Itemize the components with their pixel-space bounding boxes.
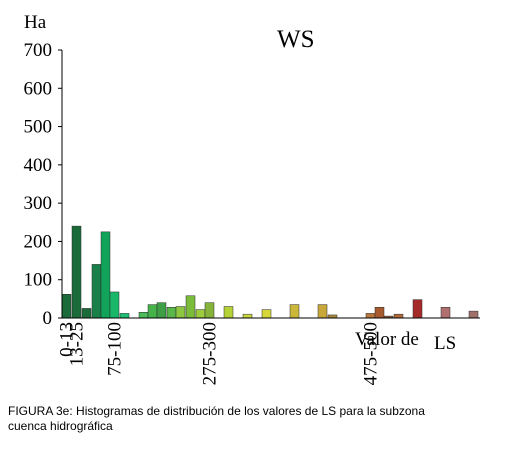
caption-line-1: FIGURA 3e: Histogramas de distribución d… xyxy=(8,404,425,418)
histogram-bar xyxy=(412,299,423,319)
y-axis-label: Ha xyxy=(24,12,47,33)
x-tick-label: 75-100 xyxy=(105,322,126,376)
histogram-bar xyxy=(204,302,215,319)
y-tick-label: 0 xyxy=(43,308,53,329)
histogram-bar xyxy=(119,313,130,319)
y-tick-label: 200 xyxy=(24,231,53,252)
histogram-bar xyxy=(440,307,451,319)
histogram-svg: 0 100 200 300 400 500 600 700 Ha WS Valor de LS… xyxy=(24,12,480,385)
x-tick-label: 475-500 xyxy=(361,322,382,385)
histogram-bar xyxy=(109,291,120,319)
histogram-bar xyxy=(365,313,376,319)
histogram-bar xyxy=(223,306,234,319)
x-axis-label-part1: Valor de xyxy=(355,329,419,350)
histogram-bar xyxy=(242,313,253,319)
y-tick-label: 400 xyxy=(24,155,53,176)
histogram-bar xyxy=(185,295,196,319)
histogram-bar xyxy=(261,309,272,319)
y-tick-label: 500 xyxy=(24,117,53,138)
histogram-bar xyxy=(166,307,177,319)
histogram-bar xyxy=(138,312,149,319)
histogram-bar xyxy=(147,304,158,319)
x-tick-label: 0-13 xyxy=(57,322,78,357)
histogram-bar xyxy=(175,306,186,319)
caption-line-2: cuenca hidrográfica xyxy=(8,419,113,433)
y-ticks: 0 100 200 300 400 500 600 700 xyxy=(24,40,62,329)
x-axis-label-part2: LS xyxy=(434,333,456,354)
histogram-bar xyxy=(71,225,82,319)
histogram-bar xyxy=(195,309,206,319)
histogram-bar xyxy=(81,308,92,319)
histogram-bar xyxy=(289,304,300,319)
histogram-bar xyxy=(317,304,328,319)
bars xyxy=(61,225,479,319)
chart-title: WS xyxy=(277,26,315,53)
y-tick-label: 100 xyxy=(24,270,53,291)
histogram-bar xyxy=(393,313,404,319)
y-tick-label: 600 xyxy=(24,78,53,99)
histogram-bar xyxy=(61,294,72,319)
x-tick-label: 275-300 xyxy=(200,322,221,385)
histogram-bar xyxy=(100,231,111,319)
figure-caption: FIGURA 3e: Histogramas de distribución d… xyxy=(8,404,503,434)
histogram-bar xyxy=(374,307,385,319)
y-tick-label: 700 xyxy=(24,40,53,61)
histogram-bar xyxy=(156,302,167,319)
histogram-bar xyxy=(468,310,479,319)
x-tick-label: 13-25 xyxy=(67,322,88,366)
histogram-bar xyxy=(91,264,102,319)
y-tick-label: 300 xyxy=(24,193,53,214)
